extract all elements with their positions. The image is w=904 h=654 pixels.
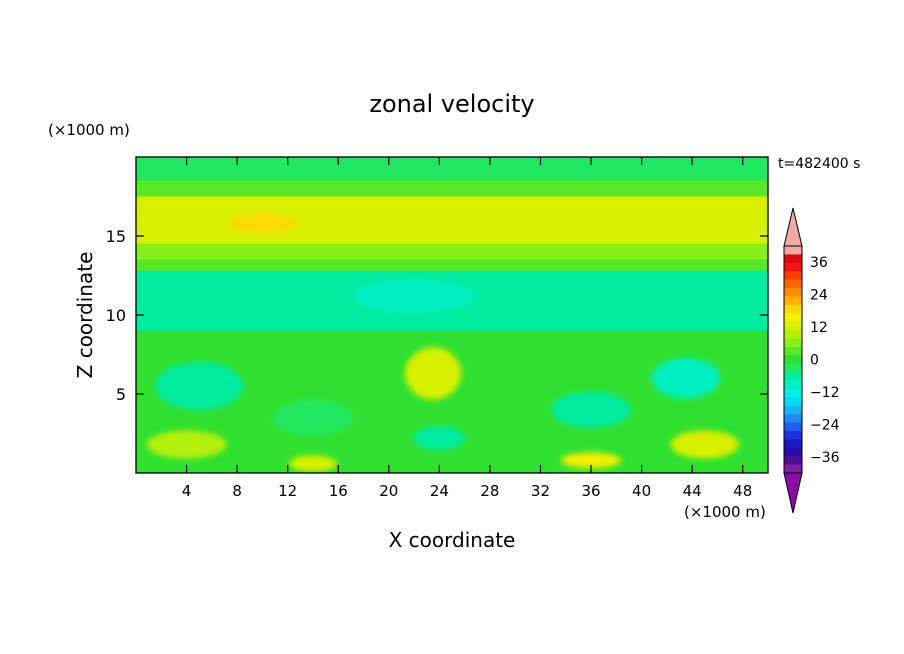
colorbar-tick-label-3: 0 xyxy=(810,353,819,369)
colorbar-segment-0 xyxy=(784,464,802,474)
field-band-0 xyxy=(136,157,768,181)
colorbar-segment-26 xyxy=(784,246,802,255)
x-tick-label-7: 32 xyxy=(531,482,550,500)
field-feature-0 xyxy=(228,214,297,233)
colorbar-segment-4 xyxy=(784,430,802,440)
x-tick-label-10: 44 xyxy=(683,482,702,500)
colorbar-segment-17 xyxy=(784,321,802,331)
colorbar-segment-6 xyxy=(784,414,802,423)
colorbar-tick-label-5: −24 xyxy=(810,417,840,433)
colorbar-segment-15 xyxy=(784,338,802,348)
x-tick-label-1: 8 xyxy=(232,482,242,500)
y-tick-label-1: 10 xyxy=(106,306,126,325)
colorbar-tick-label-2: 12 xyxy=(810,320,828,336)
colorbar-segment-11 xyxy=(784,372,802,381)
field-band-4 xyxy=(136,259,768,271)
field-feature-7 xyxy=(146,430,227,459)
colorbar-segment-7 xyxy=(784,405,802,415)
field-feature-10 xyxy=(551,391,632,428)
colorbar-segment-23 xyxy=(784,271,802,280)
y-tick-label-2: 15 xyxy=(106,227,126,246)
field-band-1 xyxy=(136,180,768,197)
field-feature-4 xyxy=(670,430,739,459)
colorbar: 36 24 12 0 −12 −24 −36 xyxy=(783,207,840,514)
colorbar-segment-20 xyxy=(784,296,802,306)
x-axis: 4 8 12 16 20 24 28 32 36 40 44 48 xyxy=(182,157,752,500)
x-tick-label-5: 24 xyxy=(430,482,449,500)
colorbar-segment-12 xyxy=(784,363,802,373)
colorbar-segment-25 xyxy=(784,254,802,264)
x-axis-unit: (×1000 m) xyxy=(684,503,766,521)
colorbar-segment-9 xyxy=(784,388,802,398)
x-tick-label-9: 40 xyxy=(632,482,651,500)
time-label: t=482400 s xyxy=(778,156,860,172)
x-tick-label-3: 16 xyxy=(329,482,348,500)
y-tick-label-0: 5 xyxy=(116,385,126,404)
colorbar-segment-5 xyxy=(784,422,802,432)
field-feature-6 xyxy=(561,452,622,469)
colorbar-segment-14 xyxy=(784,346,802,356)
field-feature-2 xyxy=(651,358,720,399)
colorbar-tick-label-6: −36 xyxy=(810,450,840,466)
field-band-3 xyxy=(136,243,768,260)
x-axis-label: X coordinate xyxy=(389,528,516,552)
y-axis-unit: (×1000 m) xyxy=(48,121,130,139)
colorbar-segment-18 xyxy=(784,313,802,322)
field-feature-5 xyxy=(288,455,337,472)
x-tick-label-0: 4 xyxy=(182,482,192,500)
colorbar-tick-label-4: −12 xyxy=(810,385,840,401)
field-bands xyxy=(136,157,768,473)
colorbar-segment-21 xyxy=(784,288,802,297)
x-tick-label-6: 28 xyxy=(480,482,499,500)
colorbar-segment-19 xyxy=(784,304,802,314)
contour-plot-area xyxy=(136,157,768,473)
x-tick-label-4: 20 xyxy=(379,482,398,500)
field-feature-8 xyxy=(155,362,244,411)
colorbar-segment-16 xyxy=(784,330,802,339)
colorbar-segment-3 xyxy=(784,439,802,449)
y-axis-label: Z coordinate xyxy=(73,252,97,379)
colorbar-under-arrow xyxy=(783,472,803,514)
colorbar-segment-10 xyxy=(784,380,802,390)
colorbar-tick-label-0: 36 xyxy=(810,255,828,271)
colorbar-frame xyxy=(783,245,803,474)
colorbar-segment-2 xyxy=(784,447,802,457)
y-axis: 5 10 15 xyxy=(106,227,768,404)
colorbar-segment-22 xyxy=(784,279,802,289)
x-tick-label-11: 48 xyxy=(733,482,752,500)
chart-title: zonal velocity xyxy=(369,90,534,118)
colorbar-tick-label-1: 24 xyxy=(810,288,828,304)
x-tick-label-8: 36 xyxy=(581,482,600,500)
field-feature-1 xyxy=(405,347,462,400)
colorbar-segment-13 xyxy=(784,355,802,365)
colorbar-segment-24 xyxy=(784,262,802,272)
colorbar-over-arrow xyxy=(783,207,803,247)
colorbar-segment-8 xyxy=(784,397,802,407)
field-feature-3 xyxy=(354,280,475,313)
field-feature-11 xyxy=(413,426,466,451)
x-tick-label-2: 12 xyxy=(278,482,297,500)
colorbar-segment-1 xyxy=(784,456,802,465)
field-feature-9 xyxy=(272,399,353,436)
field-features xyxy=(146,214,739,472)
